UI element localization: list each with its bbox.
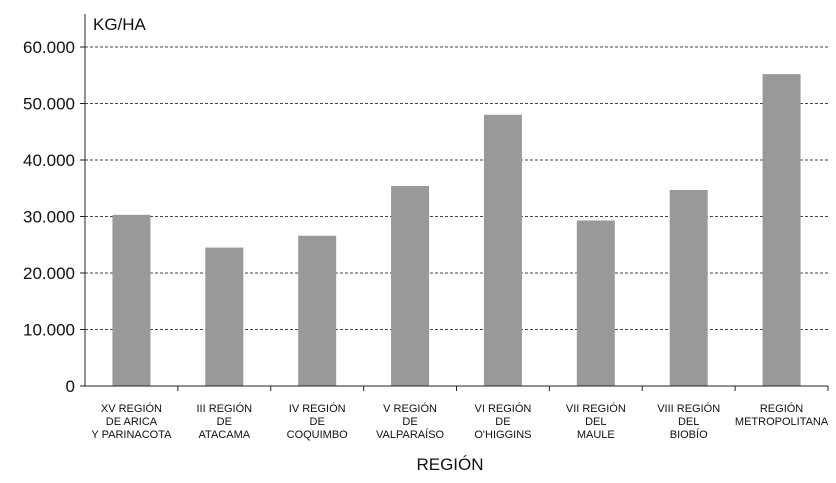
bar bbox=[112, 214, 151, 386]
y-tick-label: 10.000 bbox=[23, 321, 75, 340]
x-tick-label: VII REGIÓN DEL MAULE bbox=[566, 402, 626, 441]
bar bbox=[762, 74, 801, 387]
x-tick-labels: XV REGIÓN DE ARICA Y PARINACOTA III REGIÓN D… bbox=[91, 402, 828, 441]
gridlines bbox=[85, 46, 828, 330]
x-tick-label: IV REGIÓN DE COQUIMBO bbox=[287, 402, 349, 441]
y-axis-label: KG/HA bbox=[93, 15, 147, 34]
axes bbox=[80, 14, 829, 391]
bar bbox=[205, 247, 244, 386]
x-tick-label: VIII REGIÓN DEL BIOBÍO bbox=[657, 402, 720, 441]
x-tick-label: III REGIÓN DE ATACAMA bbox=[197, 402, 253, 441]
bar bbox=[298, 235, 337, 386]
bar bbox=[483, 114, 522, 387]
x-tick-label: V REGIÓN DE VALPARAÍSO bbox=[376, 402, 445, 441]
x-tick-label: VI REGIÓN DE O'HIGGINS bbox=[474, 402, 531, 441]
y-tick-label: 40.000 bbox=[23, 151, 75, 170]
x-tick-label: XV REGIÓN DE ARICA Y PARINACOTA bbox=[91, 402, 172, 441]
y-tick-label: 30.000 bbox=[23, 208, 75, 227]
bar bbox=[576, 220, 615, 386]
y-tick-labels: 0 10.000 20.000 30.000 40.000 50.000 60.000 bbox=[23, 38, 75, 396]
y-tick-label: 50.000 bbox=[23, 95, 75, 114]
bars bbox=[112, 74, 801, 387]
y-tick-label: 60.000 bbox=[23, 38, 75, 57]
y-tick-label: 20.000 bbox=[23, 264, 75, 283]
y-tick-label: 0 bbox=[66, 377, 75, 396]
x-axis-label: REGIÓN bbox=[416, 455, 483, 474]
bar bbox=[669, 189, 708, 386]
x-tick-label: REGIÓN METROPOLITANA bbox=[735, 402, 829, 428]
bar bbox=[391, 185, 430, 386]
